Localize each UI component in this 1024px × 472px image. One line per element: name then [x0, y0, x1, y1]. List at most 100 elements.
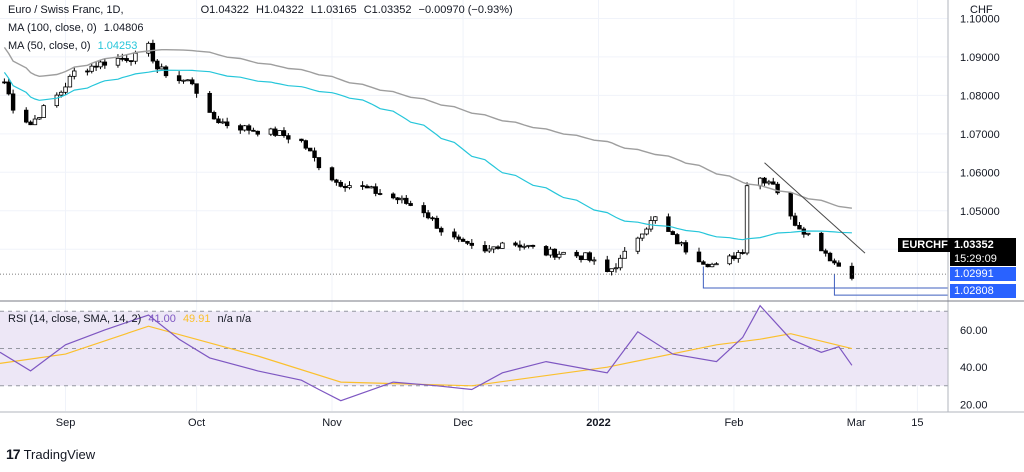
candle-body: [133, 52, 138, 62]
candle-body: [465, 241, 470, 244]
ma50-legend[interactable]: MA (50, close, 0) 1.04253: [8, 40, 141, 52]
ohlc-open: O1.04322: [200, 4, 249, 16]
candle-body: [788, 192, 793, 217]
candle-body: [360, 185, 365, 187]
candle-body: [63, 86, 68, 93]
rsi-legend[interactable]: RSI (14, close, SMA, 14, 2) 41.00 49.91 …: [8, 313, 255, 325]
candle-body: [85, 70, 90, 73]
currency-label: CHF: [970, 4, 993, 16]
tradingview-name: TradingView: [23, 447, 96, 462]
price-tick-label: 1.05000: [960, 206, 1000, 218]
rsi-tick-label: 20.00: [960, 399, 988, 411]
ma100-legend[interactable]: MA (100, close, 0) 1.04806: [8, 22, 147, 34]
candle-body: [6, 81, 11, 95]
candle-body: [312, 150, 317, 158]
candle-body: [469, 242, 475, 246]
ma50-value: 1.04253: [97, 40, 138, 52]
time-tick-label: 15: [911, 417, 923, 429]
candle-body: [666, 216, 671, 232]
candle-body: [41, 105, 46, 118]
candle-body: [548, 248, 553, 256]
candle-body: [578, 255, 584, 261]
time-tick-label: Dec: [453, 417, 473, 429]
level-tag-2: 1.02808: [950, 284, 1016, 298]
candle-body: [89, 65, 94, 72]
candle-body: [705, 263, 710, 268]
symbol-legend: Euro / Swiss Franc, 1D, O1.04322 H1.0432…: [8, 4, 517, 16]
candle-body: [591, 259, 597, 262]
candle-body: [792, 215, 798, 226]
candle-body: [181, 79, 186, 82]
candle-body: [522, 245, 527, 248]
ma50-label: MA (50, close, 0): [8, 40, 91, 52]
candle-body: [736, 252, 741, 260]
candle-body: [827, 252, 833, 262]
candle-body: [832, 260, 837, 264]
candle-body: [24, 109, 29, 123]
candle-body: [701, 261, 706, 265]
candle-body: [211, 112, 217, 120]
countdown-tag: 15:29:09: [950, 252, 1016, 266]
candle-body: [425, 212, 431, 219]
price-tick-label: 1.08000: [960, 90, 1000, 102]
price-tick-label: 1.09000: [960, 52, 1000, 64]
candle-body: [727, 255, 732, 265]
rsi-label: RSI (14, close, SMA, 14, 2): [8, 313, 142, 325]
candle-body: [395, 197, 400, 201]
tradingview-logo[interactable]: 17 TradingView: [6, 446, 95, 462]
candle-body: [277, 130, 282, 136]
time-tick-label: Nov: [322, 417, 342, 429]
candle-body: [574, 251, 579, 257]
candle-body: [10, 93, 16, 111]
candle-body: [273, 128, 278, 136]
rsi-extra: n/a n/a: [217, 313, 252, 325]
candle-body: [639, 233, 645, 239]
symbol-title: Euro / Swiss Franc, 1D,: [8, 4, 124, 16]
ma100-label: MA (100, close, 0): [8, 22, 97, 34]
candle-body: [185, 79, 191, 82]
candle-body: [404, 197, 409, 204]
rsi-sma-value: 49.91: [182, 313, 211, 325]
rsi-sma-line: [0, 325, 853, 387]
candle-body: [740, 252, 745, 254]
candle-body: [377, 193, 383, 195]
candle-body: [552, 248, 558, 258]
ma100-line: [3, 46, 852, 209]
candle-body: [556, 253, 562, 258]
candle-body: [622, 250, 627, 259]
candle-body: [2, 81, 7, 84]
candle-body: [421, 205, 426, 214]
candle-body: [124, 58, 129, 62]
time-tick-label: Mar: [847, 417, 866, 429]
candle-body: [731, 255, 737, 260]
candle-body: [819, 232, 824, 252]
candle-body: [561, 251, 566, 255]
candle-body: [517, 244, 523, 248]
candle-body: [307, 147, 313, 152]
candle-body: [526, 244, 531, 247]
candle-body: [159, 66, 164, 70]
indicator-lines: [0, 46, 948, 402]
candle-body: [93, 65, 99, 68]
candle-body: [797, 224, 802, 230]
candle-body: [163, 66, 169, 77]
rsi-tick-label: 60.00: [960, 325, 988, 337]
candle-body: [500, 242, 505, 249]
candle-body: [334, 179, 339, 183]
symbol-tag: EURCHF: [898, 238, 952, 252]
ohlc-low: L1.03165: [310, 4, 357, 16]
candle-body: [98, 61, 103, 68]
candle-body: [583, 252, 588, 261]
candle-body: [823, 250, 828, 254]
candle-body: [618, 257, 623, 269]
candle-body: [849, 265, 855, 279]
candle-body: [281, 130, 287, 137]
rsi-tick-label: 40.00: [960, 362, 988, 374]
price-tick-label: 1.06000: [960, 167, 1000, 179]
candle-body: [216, 118, 221, 124]
candle-body: [762, 177, 767, 184]
candle-body: [605, 259, 610, 272]
candle-body: [72, 70, 77, 77]
candle-body: [373, 186, 378, 194]
